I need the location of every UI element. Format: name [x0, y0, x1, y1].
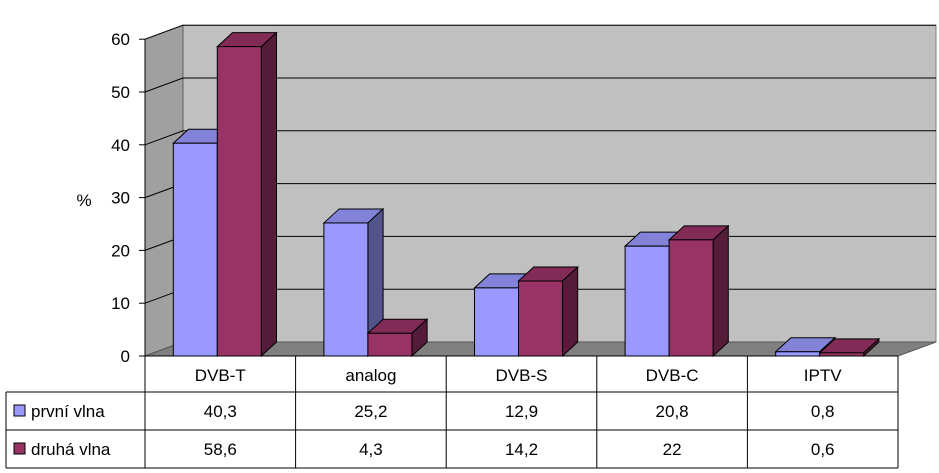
bar-front [172, 142, 218, 357]
legend-label: první vlna [31, 402, 105, 421]
gridline [144, 24, 936, 40]
bar-front [367, 332, 413, 357]
category-label: DVB-S [496, 366, 548, 385]
bar-side [562, 265, 579, 358]
bar-front [668, 239, 714, 357]
y-axis-label: % [76, 191, 91, 210]
gridline [144, 130, 936, 146]
bar-front [474, 287, 519, 357]
y-tick-label: 60 [111, 30, 130, 49]
data-label: 14,2 [505, 440, 538, 459]
bar [366, 318, 429, 358]
bar-front [323, 222, 369, 357]
bar-front [216, 46, 262, 357]
bar [667, 224, 730, 358]
y-tick-label: 50 [111, 83, 130, 102]
bar [322, 207, 385, 358]
category-label: DVB-C [646, 366, 699, 385]
data-label: 58,6 [204, 440, 237, 459]
bar [517, 265, 579, 358]
data-label: 12,9 [505, 402, 538, 421]
category-label: IPTV [804, 366, 842, 385]
data-label: 40,3 [204, 402, 237, 421]
data-label: 0,8 [811, 402, 835, 421]
bar [216, 31, 278, 358]
y-tick-label: 10 [111, 294, 130, 313]
category-label: DVB-T [195, 366, 246, 385]
data-label: 0,6 [811, 440, 835, 459]
bar [818, 337, 881, 358]
y-tick-label: 0 [121, 347, 130, 366]
category-label: analog [345, 366, 396, 385]
bar-side [712, 224, 729, 358]
y-tick-label: 40 [111, 136, 130, 155]
bar-front [775, 351, 821, 357]
bar-front [624, 245, 670, 357]
gridline [144, 77, 936, 93]
data-label: 20,8 [656, 402, 689, 421]
bar-front [518, 280, 563, 357]
data-label: 22 [663, 440, 682, 459]
legend-swatch [13, 404, 26, 417]
y-tick-label: 20 [111, 241, 130, 260]
data-label: 4,3 [359, 440, 383, 459]
bar-side [260, 31, 277, 358]
y-tick-label: 30 [111, 189, 130, 208]
legend-swatch [13, 442, 26, 455]
data-label: 25,2 [354, 402, 387, 421]
legend-label: druhá vlna [31, 440, 111, 459]
